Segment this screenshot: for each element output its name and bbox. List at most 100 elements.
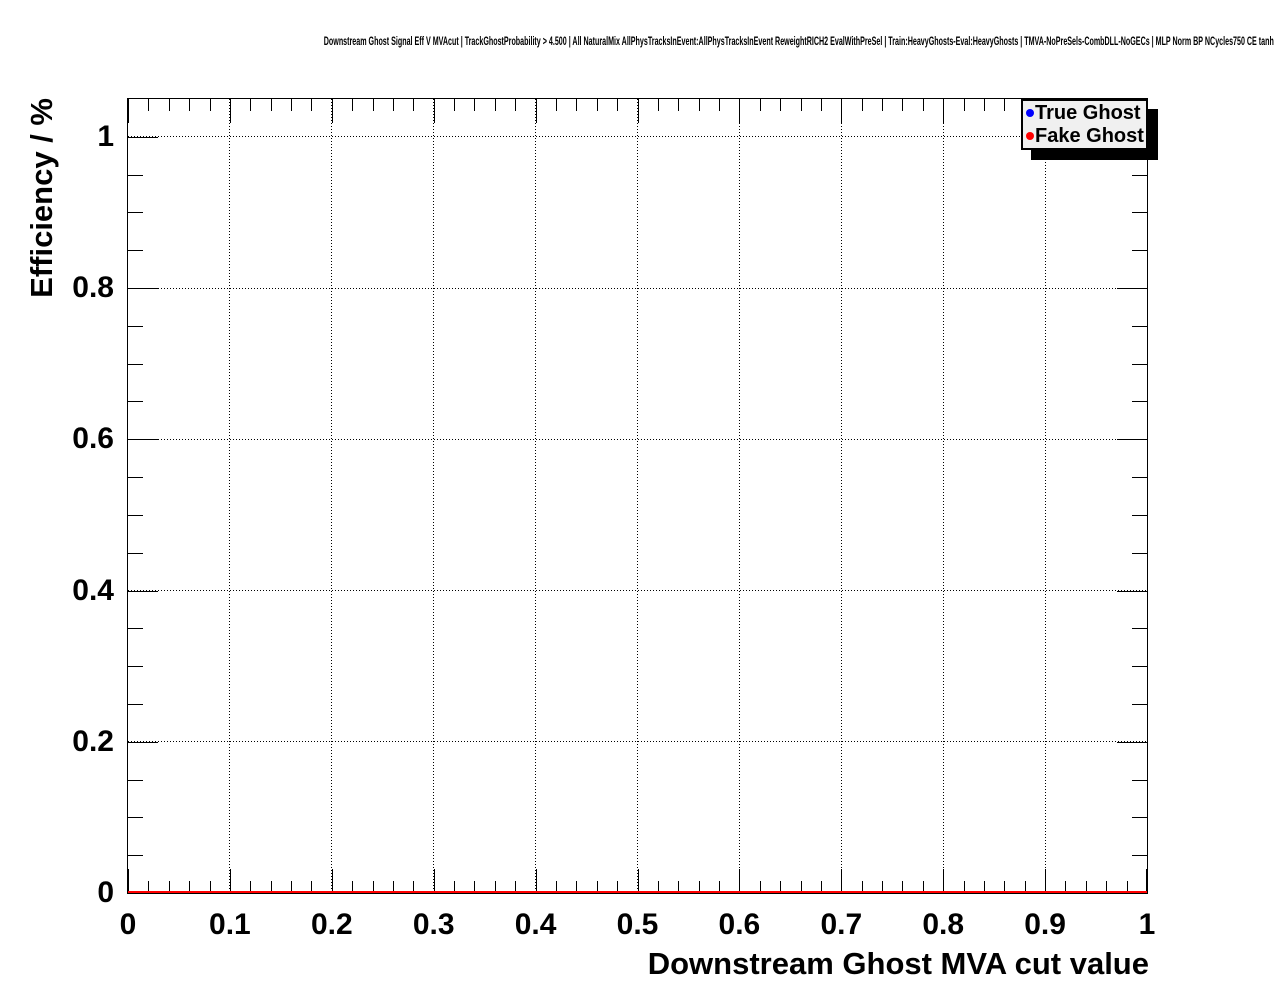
x-tick xyxy=(148,881,150,893)
x-tick-mirror xyxy=(820,99,822,111)
y-gridline xyxy=(128,287,1147,289)
x-tick-mirror xyxy=(657,99,659,111)
x-tick-mirror xyxy=(800,99,802,111)
x-tick xyxy=(678,881,680,893)
y-tick-mirror xyxy=(1132,401,1147,403)
y-tick-mirror xyxy=(1117,741,1147,743)
x-tick-mirror xyxy=(719,99,721,111)
y-tick-mirror xyxy=(1117,288,1147,290)
x-tick-mirror xyxy=(617,99,619,111)
x-tick xyxy=(576,881,578,893)
x-tick-mirror xyxy=(433,99,435,123)
y-tick xyxy=(128,174,143,176)
x-tick xyxy=(617,881,619,893)
x-tick-mirror xyxy=(861,99,863,111)
x-tick xyxy=(1045,869,1047,893)
x-tick xyxy=(902,881,904,893)
x-tick xyxy=(555,881,557,893)
x-tick-mirror xyxy=(209,99,211,111)
x-tick xyxy=(250,881,252,893)
x-tick-mirror xyxy=(739,99,741,123)
x-tick xyxy=(1004,881,1006,893)
x-tick-mirror xyxy=(922,99,924,111)
y-tick-mirror xyxy=(1117,590,1147,592)
y-tick-mirror xyxy=(1132,477,1147,479)
x-tick-mirror xyxy=(983,99,985,111)
x-tick-label: 0.8 xyxy=(922,908,965,941)
plot-title: Downstream Ghost Signal Eff V MVAcut | T… xyxy=(0,32,1276,50)
x-tick xyxy=(1146,869,1147,893)
y-axis-title: Efficiency / % xyxy=(24,98,59,298)
x-tick-mirror xyxy=(943,99,945,123)
y-gridline xyxy=(128,136,1147,138)
data-line-fake-ghost xyxy=(128,891,1147,893)
y-tick xyxy=(128,439,158,441)
x-tick xyxy=(922,881,924,893)
x-gridline xyxy=(738,99,740,893)
x-tick xyxy=(291,881,293,893)
x-tick xyxy=(719,881,721,893)
x-tick xyxy=(657,881,659,893)
x-tick xyxy=(698,881,700,893)
x-tick xyxy=(168,881,170,893)
x-tick-label: 0.9 xyxy=(1024,908,1066,941)
x-tick-mirror xyxy=(189,99,191,111)
y-tick-mirror xyxy=(1117,439,1147,441)
x-axis-title: Downstream Ghost MVA cut value xyxy=(647,946,1149,981)
y-tick xyxy=(128,855,143,857)
x-tick-mirror xyxy=(270,99,272,111)
y-tick xyxy=(128,477,143,479)
x-tick-mirror xyxy=(168,99,170,111)
x-tick-label: 0.5 xyxy=(616,908,659,941)
x-tick xyxy=(1024,881,1026,893)
x-tick-mirror xyxy=(148,99,150,111)
x-tick xyxy=(861,881,863,893)
y-gridline xyxy=(128,741,1147,743)
x-tick-mirror xyxy=(596,99,598,111)
y-tick-mirror xyxy=(1132,514,1147,516)
x-tick xyxy=(963,881,965,893)
x-tick-label: 1 xyxy=(1138,908,1156,941)
y-tick-label: 0 xyxy=(97,876,114,909)
x-tick-mirror xyxy=(1004,99,1006,111)
x-tick-mirror xyxy=(331,99,333,123)
x-tick xyxy=(1085,881,1087,893)
y-tick xyxy=(128,401,143,403)
x-tick-mirror xyxy=(311,99,313,111)
x-tick-mirror xyxy=(392,99,394,111)
x-tick xyxy=(1126,881,1128,893)
y-tick xyxy=(128,288,158,290)
x-tick-mirror xyxy=(515,99,517,111)
x-tick xyxy=(882,881,884,893)
x-tick xyxy=(515,881,517,893)
y-tick xyxy=(128,325,143,327)
plot-frame xyxy=(127,98,1148,894)
y-tick xyxy=(128,779,143,781)
x-tick xyxy=(759,881,761,893)
y-gridline xyxy=(128,438,1147,440)
y-tick xyxy=(128,363,143,365)
y-tick-mirror xyxy=(1132,174,1147,176)
x-tick-mirror xyxy=(454,99,456,111)
x-tick xyxy=(270,881,272,893)
x-gridline xyxy=(942,99,944,893)
legend-label-true-ghost: True Ghost xyxy=(1035,101,1141,124)
y-tick-mirror xyxy=(1132,363,1147,365)
y-tick-mirror xyxy=(1132,779,1147,781)
x-gridline xyxy=(1044,99,1046,893)
x-tick xyxy=(189,881,191,893)
x-tick-mirror xyxy=(128,99,129,123)
x-tick xyxy=(352,881,354,893)
x-tick xyxy=(392,881,394,893)
y-tick xyxy=(128,212,143,214)
x-tick-mirror xyxy=(372,99,374,111)
x-tick xyxy=(780,881,782,893)
x-tick-label: 0.7 xyxy=(820,908,863,941)
y-tick xyxy=(128,628,143,630)
x-tick-mirror xyxy=(637,99,639,123)
x-tick-label: 0.2 xyxy=(310,908,353,941)
x-tick xyxy=(209,881,211,893)
x-gridline xyxy=(637,99,638,893)
x-tick-mirror xyxy=(250,99,252,111)
x-tick xyxy=(372,881,374,893)
